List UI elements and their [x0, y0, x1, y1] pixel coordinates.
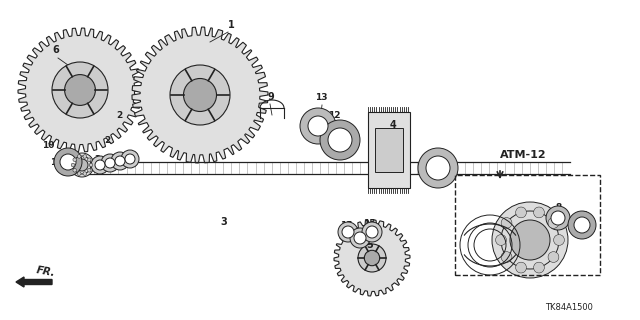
Text: 5: 5 [366, 240, 372, 250]
Circle shape [426, 156, 450, 180]
Circle shape [320, 120, 360, 160]
FancyArrow shape [16, 277, 52, 287]
Text: TK84A1500: TK84A1500 [545, 303, 593, 312]
Circle shape [501, 218, 512, 228]
Circle shape [418, 148, 458, 188]
Circle shape [501, 252, 512, 262]
Circle shape [111, 152, 129, 170]
Circle shape [350, 228, 370, 248]
Circle shape [568, 211, 596, 239]
Circle shape [170, 65, 230, 125]
Circle shape [65, 75, 95, 105]
Circle shape [77, 172, 81, 175]
Circle shape [52, 62, 108, 118]
Circle shape [492, 202, 568, 278]
Circle shape [338, 222, 358, 242]
Bar [455, 175, 600, 275]
Circle shape [548, 218, 559, 228]
Text: 11: 11 [50, 158, 63, 167]
Text: 2: 2 [104, 136, 110, 145]
Circle shape [534, 207, 545, 218]
Polygon shape [132, 27, 268, 163]
Circle shape [366, 226, 378, 238]
Circle shape [95, 160, 105, 170]
Text: 14: 14 [440, 158, 452, 167]
Text: 7: 7 [580, 211, 586, 220]
Circle shape [358, 244, 386, 272]
Circle shape [328, 128, 352, 152]
Text: 13: 13 [315, 93, 328, 102]
Circle shape [115, 156, 125, 166]
Circle shape [105, 158, 115, 168]
Circle shape [495, 235, 506, 245]
Circle shape [546, 206, 570, 230]
Text: ATM-12: ATM-12 [500, 150, 547, 160]
Circle shape [548, 252, 559, 262]
Text: FR.: FR. [35, 265, 56, 278]
Circle shape [516, 262, 527, 273]
Circle shape [91, 156, 109, 174]
Text: 4: 4 [390, 120, 397, 130]
Circle shape [83, 172, 86, 175]
Circle shape [70, 153, 94, 177]
Circle shape [77, 155, 81, 158]
Circle shape [362, 222, 382, 242]
Circle shape [554, 235, 564, 245]
Circle shape [60, 154, 76, 170]
Circle shape [184, 78, 216, 111]
Text: 12: 12 [328, 111, 340, 120]
Circle shape [364, 250, 380, 266]
Text: 15: 15 [363, 219, 376, 228]
Circle shape [76, 159, 88, 171]
Text: 3: 3 [220, 217, 227, 227]
Circle shape [551, 211, 565, 225]
Circle shape [88, 158, 91, 162]
Polygon shape [334, 220, 410, 296]
Text: 2: 2 [94, 155, 100, 164]
Text: 15: 15 [340, 221, 353, 230]
Circle shape [354, 232, 366, 244]
Circle shape [574, 217, 590, 233]
Polygon shape [18, 28, 142, 152]
Text: 8: 8 [556, 203, 563, 212]
Text: 2: 2 [116, 111, 122, 120]
Circle shape [308, 116, 328, 136]
Text: 1: 1 [228, 20, 235, 30]
Text: 10: 10 [42, 141, 54, 150]
Circle shape [125, 154, 135, 164]
Circle shape [300, 108, 336, 144]
Circle shape [54, 148, 82, 176]
Text: 15: 15 [351, 230, 364, 239]
Bar [368, 112, 410, 188]
Circle shape [83, 155, 86, 158]
Circle shape [101, 154, 119, 172]
Circle shape [89, 163, 93, 167]
Circle shape [73, 158, 77, 162]
Text: 6: 6 [52, 45, 59, 55]
Text: 9: 9 [267, 92, 274, 102]
Circle shape [121, 150, 139, 168]
Bar [375, 128, 403, 172]
Circle shape [510, 220, 550, 260]
Circle shape [534, 262, 545, 273]
Circle shape [88, 169, 91, 172]
Circle shape [516, 207, 527, 218]
Circle shape [73, 169, 77, 172]
Circle shape [342, 226, 354, 238]
Circle shape [71, 163, 75, 167]
